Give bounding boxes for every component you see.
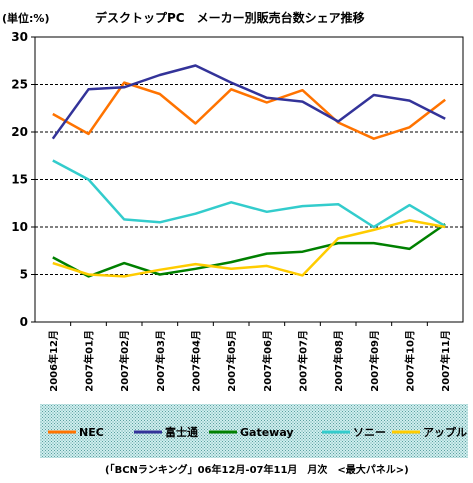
x-tick-label: 2007年09月 [368,330,381,392]
x-tick-label: 2007年10月 [404,330,417,392]
legend-label-4: アップル [423,425,467,439]
legend-label-0: NEC [79,426,104,439]
series-line-1 [51,64,446,140]
source-note: (「BCNランキング」06年12月-07年11月 月次 <最大パネル>) [105,463,409,476]
series-lines [51,64,446,278]
series-line-4 [52,219,446,278]
x-tick-label: 2007年08月 [332,330,345,392]
x-tick-label: 2007年01月 [83,330,96,392]
unit-label: (単位:%) [2,11,49,25]
x-tick-label: 2007年02月 [118,330,131,392]
x-tick-label: 2007年07月 [297,330,310,392]
plot-area [34,36,464,323]
x-tick-label: 2007年04月 [190,330,203,392]
legend-label-1: 富士通 [165,425,198,439]
series-line-2 [52,223,446,278]
legend: NEC 富士通 Gateway ソニー アップル [48,425,467,439]
y-tick-label: 5 [20,268,28,282]
legend-label-2: Gateway [240,426,294,439]
x-tick-label: 2006年12月 [47,330,60,392]
x-tick-label: 2007年06月 [261,330,274,392]
x-axis-ticks: 2006年12月 2007年01月 2007年02月 2007年03月 2007年04月… [47,322,452,392]
series-line-3 [52,159,446,229]
series-line-0 [52,81,446,140]
y-tick-label: 0 [20,315,28,329]
y-tick-label: 20 [11,125,28,139]
chart-title: デスクトップPC メーカー別販売台数シェア推移 [95,10,365,25]
x-tick-label: 2007年03月 [154,330,167,392]
y-tick-label: 25 [11,78,28,92]
x-tick-label: 2007年05月 [225,330,238,392]
legend-label-3: ソニー [353,426,386,439]
y-tick-label: 30 [11,30,28,44]
y-axis-ticks: 0 5 10 15 20 25 30 [11,30,35,329]
x-tick-label: 2007年11月 [439,330,452,392]
y-tick-label: 10 [11,220,28,234]
y-tick-label: 15 [11,173,28,187]
